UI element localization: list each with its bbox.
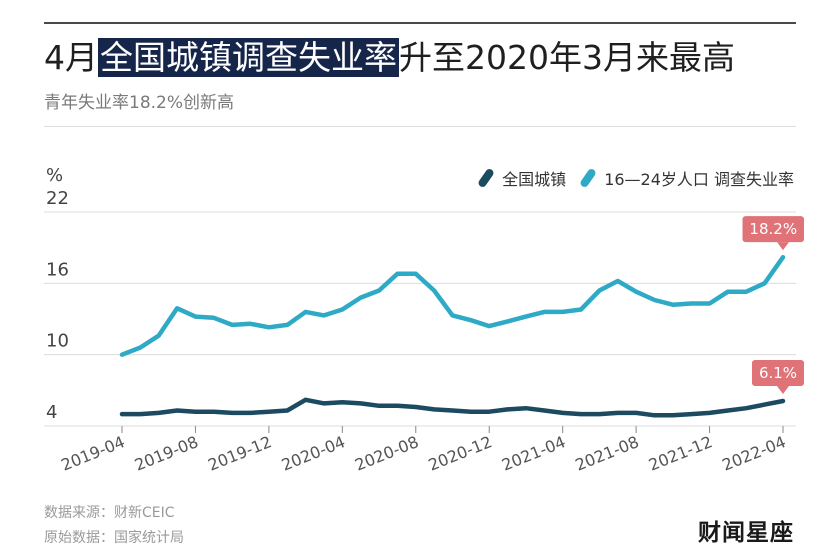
x-tick-label: 2020-12 <box>426 432 495 475</box>
title-prefix: 4月 <box>44 38 98 77</box>
legend-item-urban: 全国城镇 <box>477 166 567 190</box>
x-tick-label: 2021-04 <box>499 432 568 475</box>
x-tick-label: 2020-04 <box>279 432 348 475</box>
y-unit-label: % <box>46 165 64 186</box>
y-tick-label: 16 <box>46 259 69 280</box>
callout-value: 18.2% <box>749 220 797 238</box>
x-tick-label: 2020-08 <box>352 432 421 475</box>
x-tick-label: 2022-04 <box>719 432 788 475</box>
legend: 全国城镇 16—24岁人口 调查失业率 <box>464 166 794 190</box>
callout-box <box>752 360 804 387</box>
x-tick-label: 2019-08 <box>132 432 201 475</box>
series-line-urban <box>119 397 786 418</box>
legend-label-urban: 全国城镇 <box>502 170 567 189</box>
callout-urban: 6.1% <box>752 360 804 395</box>
y-tick-label: 4 <box>46 402 57 423</box>
top-rule <box>44 22 796 24</box>
x-tick-label: 2019-04 <box>58 432 127 475</box>
y-tick-label: 10 <box>46 331 69 352</box>
publisher-logo: 财闻星座 <box>698 520 794 546</box>
chart-title: 4月全国城镇调查失业率升至2020年3月来最高 <box>44 36 735 80</box>
callout-box <box>742 216 804 243</box>
series-line-youth <box>119 254 786 357</box>
raw-data-source: 原始数据：国家统计局 <box>44 530 184 546</box>
x-tick-label: 2019-12 <box>205 432 274 475</box>
x-tick-label: 2021-08 <box>573 432 642 475</box>
title-suffix: 升至2020年3月来最高 <box>399 38 735 77</box>
chart-subtitle: 青年失业率18.2%创新高 <box>44 93 235 113</box>
callout-youth: 18.2% <box>742 216 804 251</box>
data-source: 数据来源：财新CEIC <box>44 505 175 521</box>
callout-pointer <box>777 386 789 395</box>
callout-value: 6.1% <box>759 364 797 382</box>
x-tick-label: 2021-12 <box>646 432 715 475</box>
y-tick-label: 22 <box>46 188 69 209</box>
callout-pointer <box>777 242 789 251</box>
legend-label-youth: 16—24岁人口 调查失业率 <box>604 170 794 189</box>
title-highlight: 全国城镇调查失业率 <box>98 38 399 77</box>
legend-item-youth: 16—24岁人口 调查失业率 <box>579 166 794 190</box>
subtitle-rule <box>44 126 796 127</box>
